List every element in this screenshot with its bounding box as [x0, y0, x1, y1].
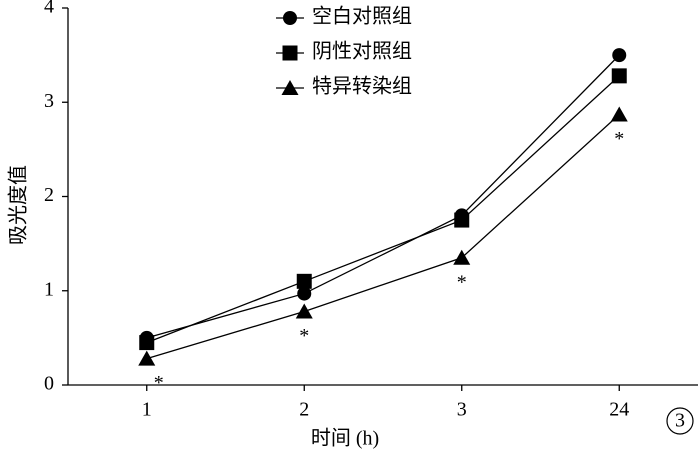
marker — [297, 286, 312, 301]
series-line — [146, 114, 620, 360]
legend-marker — [283, 11, 297, 25]
x-tick-label: 24 — [609, 399, 629, 421]
significance-label: * — [457, 271, 467, 293]
legend-label: 阴性对照组 — [312, 40, 412, 63]
marker — [138, 350, 156, 366]
marker — [610, 106, 628, 122]
y-tick-label: 3 — [44, 90, 54, 112]
x-tick-label: 1 — [142, 399, 152, 421]
panel-circle — [666, 407, 694, 435]
significance-label: * — [154, 372, 164, 394]
legend-marker — [281, 80, 299, 95]
marker — [611, 68, 627, 84]
legend-label: 特异转染组 — [312, 75, 412, 98]
y-tick-label: 4 — [44, 0, 54, 18]
significance-label: * — [299, 325, 309, 347]
marker — [454, 212, 470, 228]
x-tick-label: 2 — [299, 399, 309, 421]
y-tick-label: 2 — [44, 184, 54, 206]
legend-marker — [282, 45, 298, 61]
series-line — [146, 75, 620, 344]
marker — [139, 335, 155, 351]
marker — [295, 303, 313, 319]
x-axis-label: 时间 (h) — [311, 427, 379, 450]
panel-label: 3 — [675, 410, 685, 432]
y-tick-label: 1 — [44, 278, 54, 300]
y-axis-label: 吸光度值 — [7, 165, 30, 245]
marker — [453, 249, 471, 265]
legend-label: 空白对照组 — [312, 5, 412, 28]
y-tick-label: 0 — [44, 373, 54, 395]
x-tick-label: 3 — [457, 399, 467, 421]
significance-label: * — [614, 128, 624, 150]
series-line — [146, 54, 620, 339]
marker — [612, 48, 627, 63]
marker — [296, 273, 312, 289]
